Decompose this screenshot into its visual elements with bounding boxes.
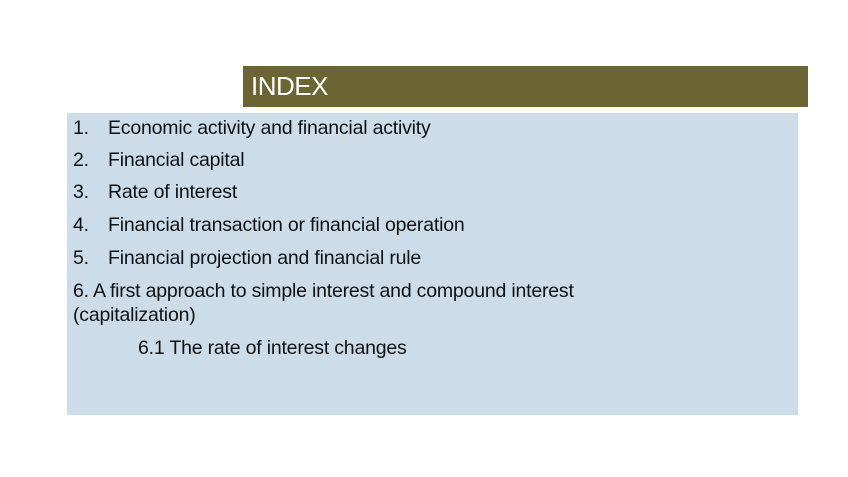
page-title: INDEX [251, 71, 328, 101]
title-bar: INDEX [243, 66, 808, 107]
list-item: 4. Financial transaction or financial ope… [73, 214, 465, 237]
item-number: 4. [73, 214, 89, 236]
item-number: 3. [73, 181, 89, 203]
list-item: 1. Economic activity and financial activi… [73, 117, 431, 140]
list-item: 3. Rate of interest [73, 181, 237, 204]
list-item: 5. Financial projection and financial rul… [73, 247, 421, 270]
item-number: 1. [73, 117, 89, 139]
item-number: 2. [73, 149, 89, 171]
item-label: Financial transaction or financial opera… [108, 214, 465, 236]
item-label: Financial projection and financial rule [108, 247, 422, 269]
list-item: 2. Financial capital [73, 149, 245, 172]
list-item-6-line1: 6. A first approach to simple interest a… [73, 280, 574, 302]
item-label: Economic activity and financial activity [108, 117, 431, 139]
item-label: Rate of interest [108, 181, 238, 203]
item-number: 5. [73, 247, 89, 269]
index-list: 1. Economic activity and financial activi… [67, 113, 798, 415]
list-item-6-line2: (capitalization) [73, 304, 196, 326]
sub-list-item: 6.1 The rate of interest changes [138, 337, 407, 359]
item-label: Financial capital [108, 149, 245, 171]
